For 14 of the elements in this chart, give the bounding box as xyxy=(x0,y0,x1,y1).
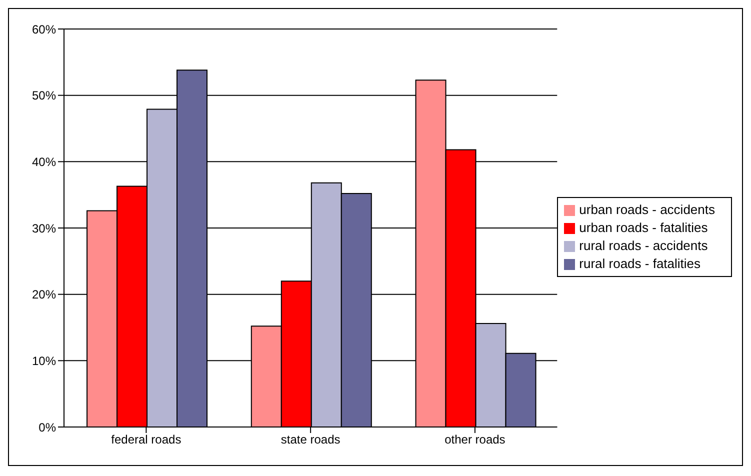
legend-label: urban roads - accidents xyxy=(579,202,715,217)
x-tick-label: other roads xyxy=(444,432,506,447)
y-tick-label: 10% xyxy=(32,354,56,368)
x-tick-label: federal roads xyxy=(111,432,182,447)
y-tick-label: 60% xyxy=(32,22,56,36)
legend-label: urban roads - fatalities xyxy=(579,220,708,235)
y-tick-label: 40% xyxy=(32,154,56,169)
x-tick-label: state roads xyxy=(280,432,340,447)
y-tick-label: 30% xyxy=(32,221,56,236)
legend-label: rural roads - fatalities xyxy=(579,256,701,271)
y-tick-label: 0% xyxy=(38,420,56,434)
legend-label: rural roads - accidents xyxy=(579,238,708,253)
y-tick-label: 20% xyxy=(32,288,56,302)
y-tick-label: 50% xyxy=(32,88,56,103)
